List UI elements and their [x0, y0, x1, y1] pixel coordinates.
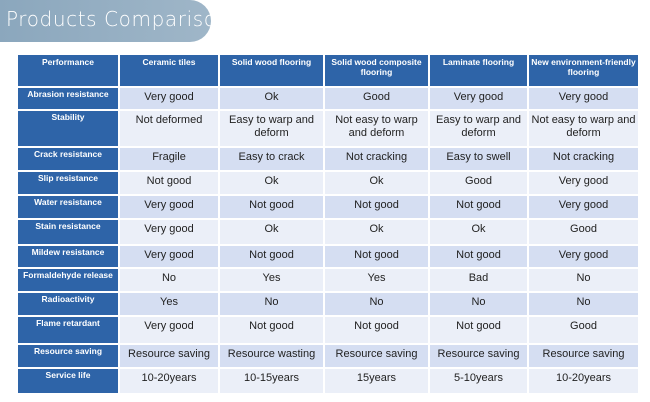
table-row: Slip resistance Not good Ok Ok Good Very good — [18, 172, 638, 194]
table-cell: Not good — [325, 246, 428, 267]
row-label: Radioactivity — [18, 293, 118, 315]
table-row: Stability Not deformed Easy to warp and de… — [18, 111, 638, 146]
table-cell: 15years — [325, 369, 428, 393]
table-cell: Very good — [120, 88, 218, 109]
row-label: Formaldehyde release — [18, 269, 118, 291]
table-cell: Not good — [220, 317, 323, 343]
table-cell: No — [220, 293, 323, 315]
table-cell: Fragile — [120, 148, 218, 170]
table-cell: 10-20years — [120, 369, 218, 393]
table-cell: Resource saving — [529, 345, 638, 367]
table-cell: 10-15years — [220, 369, 323, 393]
table-cell: Very good — [529, 88, 638, 109]
table-cell: Not cracking — [325, 148, 428, 170]
table-cell: Very good — [120, 317, 218, 343]
title-banner: Products Comparison — [0, 0, 229, 42]
table-row: Service life 10-20years 10-15years 15years 5… — [18, 369, 638, 393]
row-label: Mildew resistance — [18, 246, 118, 267]
comparison-table-container: Performance Ceramic tiles Solid wood flo… — [16, 53, 638, 395]
row-label: Flame retardant — [18, 317, 118, 343]
table-cell: Bad — [430, 269, 527, 291]
table-cell: Easy to warp and deform — [220, 111, 323, 146]
header-cell: Solid wood composite flooring — [325, 55, 428, 86]
row-label: Stain resistance — [18, 220, 118, 244]
comparison-table: Performance Ceramic tiles Solid wood flo… — [16, 53, 640, 395]
row-label: Service life — [18, 369, 118, 393]
table-cell: Very good — [120, 220, 218, 244]
row-label: Crack resistance — [18, 148, 118, 170]
table-cell: Not easy to warp and deform — [325, 111, 428, 146]
table-cell: Yes — [325, 269, 428, 291]
table-cell: Ok — [325, 172, 428, 194]
table-cell: Not good — [325, 317, 428, 343]
table-cell: Ok — [220, 220, 323, 244]
table-row: Radioactivity Yes No No No No — [18, 293, 638, 315]
table-cell: No — [120, 269, 218, 291]
header-cell: Performance — [18, 55, 118, 86]
table-cell: Ok — [430, 220, 527, 244]
table-cell: Resource saving — [325, 345, 428, 367]
table-row: Crack resistance Fragile Easy to crack Not … — [18, 148, 638, 170]
table-cell: 10-20years — [529, 369, 638, 393]
row-label: Water resistance — [18, 196, 118, 218]
table-cell: Very good — [430, 88, 527, 109]
table-cell: Resource wasting — [220, 345, 323, 367]
table-cell: Not deformed — [120, 111, 218, 146]
table-row: Stain resistance Very good Ok Ok Ok Good — [18, 220, 638, 244]
table-cell: No — [430, 293, 527, 315]
table-cell: No — [325, 293, 428, 315]
table-row: Flame retardant Very good Not good Not good… — [18, 317, 638, 343]
table-cell: Not good — [430, 246, 527, 267]
table-cell: Not cracking — [529, 148, 638, 170]
row-label: Stability — [18, 111, 118, 146]
table-cell: Easy to warp and deform — [430, 111, 527, 146]
table-cell: Not good — [120, 172, 218, 194]
table-cell: Not good — [430, 196, 527, 218]
page-title: Products Comparison — [6, 7, 230, 31]
table-cell: Good — [325, 88, 428, 109]
table-cell: Not good — [220, 196, 323, 218]
table-cell: Easy to crack — [220, 148, 323, 170]
table-cell: Very good — [529, 196, 638, 218]
table-row: Abrasion resistance Very good Ok Good Very g… — [18, 88, 638, 109]
table-cell: Not good — [220, 246, 323, 267]
table-cell: Easy to swell — [430, 148, 527, 170]
row-label: Resource saving — [18, 345, 118, 367]
table-cell: Very good — [120, 246, 218, 267]
table-cell: Yes — [120, 293, 218, 315]
table-cell: Yes — [220, 269, 323, 291]
table-cell: Good — [529, 220, 638, 244]
table-cell: Ok — [220, 172, 323, 194]
table-row: Mildew resistance Very good Not good Not go… — [18, 246, 638, 267]
table-cell: Not easy to warp and deform — [529, 111, 638, 146]
table-cell: 5-10years — [430, 369, 527, 393]
row-label: Abrasion resistance — [18, 88, 118, 109]
table-cell: Good — [529, 317, 638, 343]
header-row: Performance Ceramic tiles Solid wood flo… — [18, 55, 638, 86]
table-cell: Ok — [325, 220, 428, 244]
table-cell: Not good — [430, 317, 527, 343]
table-cell: Resource saving — [120, 345, 218, 367]
header-cell: Solid wood flooring — [220, 55, 323, 86]
table-cell: Very good — [120, 196, 218, 218]
table-cell: Good — [430, 172, 527, 194]
table-row: Resource saving Resource saving Resource w… — [18, 345, 638, 367]
header-cell: New environment-friendly flooring — [529, 55, 638, 86]
table-cell: Very good — [529, 172, 638, 194]
header-cell: Ceramic tiles — [120, 55, 218, 86]
table-cell: Ok — [220, 88, 323, 109]
table-cell: No — [529, 293, 638, 315]
header-cell: Laminate flooring — [430, 55, 527, 86]
table-cell: Resource saving — [430, 345, 527, 367]
table-cell: Very good — [529, 246, 638, 267]
row-label: Slip resistance — [18, 172, 118, 194]
table-cell: No — [529, 269, 638, 291]
table-row: Water resistance Very good Not good Not goo… — [18, 196, 638, 218]
table-row: Formaldehyde release No Yes Yes Bad No — [18, 269, 638, 291]
table-cell: Not good — [325, 196, 428, 218]
